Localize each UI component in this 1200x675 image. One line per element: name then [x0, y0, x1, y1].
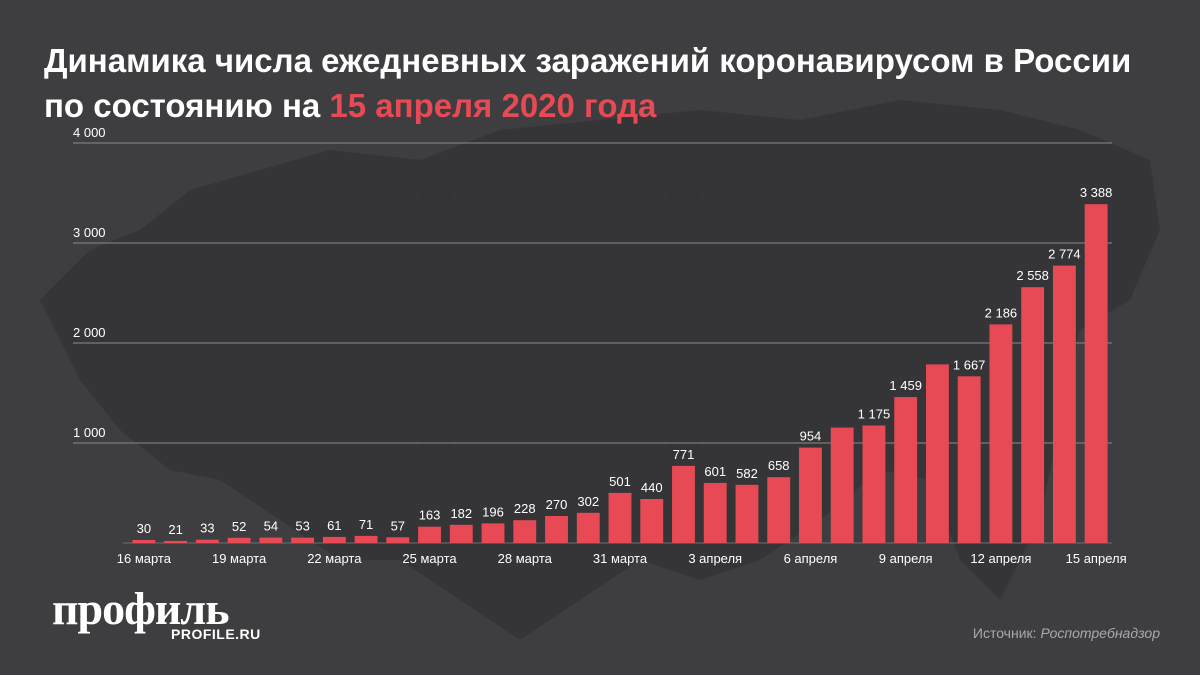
x-tick-label: 28 марта	[498, 551, 553, 566]
bar-value-label: 21	[168, 522, 182, 537]
y-tick-label: 1 000	[73, 425, 106, 440]
bar-value-label: 33	[200, 521, 214, 536]
bar	[481, 523, 505, 543]
bar	[513, 520, 537, 543]
bar-value-label: 196	[482, 504, 504, 519]
bar-value-label: 52	[232, 519, 246, 534]
bar-value-label: 54	[264, 519, 278, 534]
logo-site: PROFILE.RU	[171, 626, 261, 642]
bar-value-label: 2 558	[1016, 268, 1049, 283]
x-tick-label: 16 марта	[117, 551, 172, 566]
bar	[640, 499, 664, 543]
bar-value-label: 3 388	[1080, 185, 1113, 200]
bar	[989, 324, 1013, 543]
bar	[576, 512, 600, 543]
x-tick-label: 3 апреля	[688, 551, 742, 566]
virus-icon	[369, 129, 751, 511]
bar-value-label: 1 459	[889, 378, 922, 393]
source-note: Источник: Роспотребнадзор	[973, 625, 1160, 641]
bar	[1052, 265, 1076, 543]
bar	[608, 492, 632, 543]
logo-profil: профиль	[52, 583, 230, 634]
bar-value-label: 2 774	[1048, 247, 1081, 262]
bar	[449, 524, 473, 543]
bar-value-label: 501	[609, 474, 631, 489]
bar-value-label: 1 175	[858, 407, 891, 422]
bar	[830, 427, 854, 543]
bar	[894, 397, 918, 543]
y-tick-label: 3 000	[73, 225, 106, 240]
bar-value-label: 53	[295, 519, 309, 534]
bar-value-label: 270	[546, 497, 568, 512]
bar	[386, 537, 410, 543]
bar-value-label: 302	[577, 494, 599, 509]
bar-value-label: 57	[391, 518, 405, 533]
bar-value-label: 440	[641, 480, 663, 495]
bar	[1021, 287, 1045, 543]
title-main: Динамика числа ежедневных заражений коро…	[44, 42, 1132, 124]
x-tick-label: 15 апреля	[1066, 551, 1127, 566]
bar	[703, 482, 727, 543]
bar	[322, 536, 346, 543]
y-tick-label: 2 000	[73, 325, 106, 340]
bar	[735, 484, 759, 543]
bar	[799, 447, 822, 543]
bar	[767, 477, 791, 543]
bar	[354, 535, 378, 543]
bar-value-label: 954	[800, 429, 822, 444]
x-tick-label: 12 апреля	[970, 551, 1031, 566]
bar	[132, 540, 156, 543]
bar	[862, 425, 886, 543]
page-title: Динамика числа ежедневных заражений коро…	[44, 38, 1164, 128]
bar	[418, 526, 441, 543]
bar-value-label: 771	[673, 447, 695, 462]
x-tick-label: 25 марта	[402, 551, 457, 566]
title-accent-date: 15 апреля 2020 года	[329, 87, 657, 124]
bar-value-label: 182	[450, 506, 472, 521]
bar-value-label: 601	[704, 464, 726, 479]
bar-value-label: 582	[736, 466, 758, 481]
bar	[195, 539, 219, 543]
bar	[545, 516, 568, 543]
bar-value-label: 71	[359, 517, 373, 532]
x-tick-label: 19 марта	[212, 551, 267, 566]
bar	[259, 537, 283, 543]
bar	[291, 537, 315, 543]
y-tick-label: 4 000	[73, 125, 106, 140]
bar	[925, 364, 949, 543]
bar-value-label: 658	[768, 458, 790, 473]
x-tick-label: 9 апреля	[879, 551, 933, 566]
bar-value-label: 1 667	[953, 357, 986, 372]
bar	[957, 376, 981, 543]
x-tick-label: 22 марта	[307, 551, 362, 566]
bar	[672, 465, 695, 543]
bar-value-label: 228	[514, 501, 536, 516]
source-value: Роспотребнадзор	[1040, 625, 1160, 641]
x-tick-label: 31 марта	[593, 551, 648, 566]
bar-value-label: 163	[419, 508, 441, 523]
source-label: Источник:	[972, 625, 1041, 641]
x-tick-label: 6 апреля	[784, 551, 838, 566]
bar	[164, 540, 188, 543]
bar	[227, 537, 251, 543]
bar-value-label: 2 186	[985, 305, 1018, 320]
bar-value-label: 30	[137, 521, 151, 536]
bar	[1084, 204, 1108, 543]
bar-value-label: 61	[327, 518, 341, 533]
